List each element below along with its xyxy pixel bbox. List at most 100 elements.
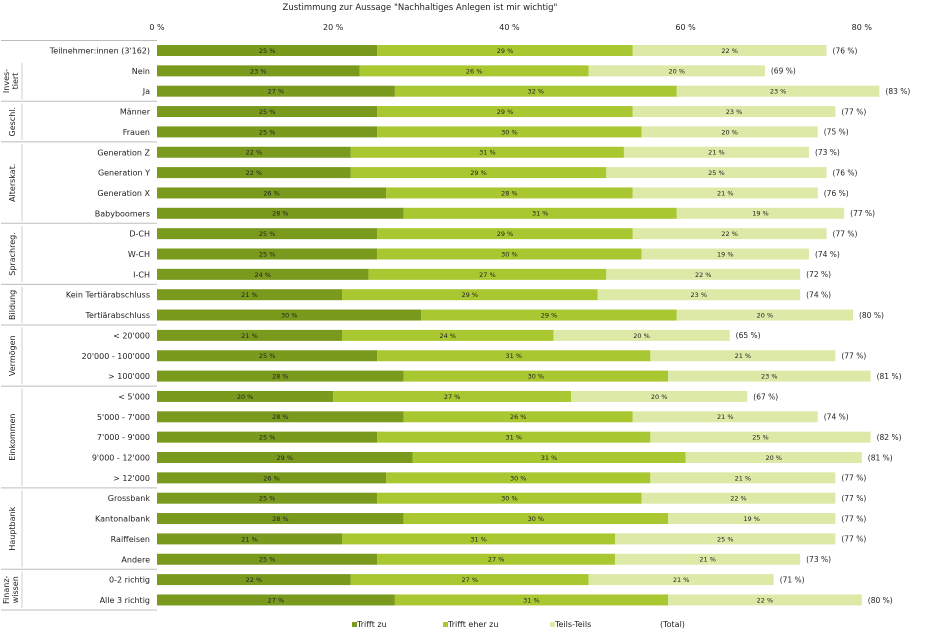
data-label: 25 % (259, 352, 276, 360)
total-label: (76 %) (833, 168, 858, 177)
data-label: 29 % (541, 311, 558, 319)
bar-segment (632, 106, 836, 118)
data-label: 22 % (757, 596, 774, 604)
data-label: 21 % (241, 291, 258, 299)
bar-segment (342, 289, 598, 301)
data-label: 19 % (743, 515, 760, 523)
bar-segment (632, 411, 818, 423)
bar-segment (615, 533, 836, 545)
data-label: 26 % (466, 67, 483, 75)
data-label: 20 % (765, 454, 782, 462)
bar-segment (157, 329, 343, 341)
bar-segment (333, 390, 572, 402)
bar-segment (157, 248, 378, 260)
total-label: (82 %) (877, 433, 902, 442)
bar-segment (412, 452, 686, 463)
data-label: 31 % (532, 210, 549, 218)
bar-segment (342, 533, 616, 545)
bar-segment (342, 329, 554, 341)
bar-segment (403, 411, 633, 423)
bar-segment (157, 187, 387, 199)
category-label: Generation Y (98, 169, 150, 178)
category-label: Kantonalbank (95, 515, 150, 524)
total-label: (67 %) (753, 392, 778, 401)
group-label: Hauptbank (8, 506, 17, 550)
bar-segment (157, 268, 369, 280)
category-label: W-CH (128, 250, 150, 259)
bar-segment (157, 390, 334, 402)
data-label: 29 % (470, 169, 487, 177)
category-label: Raiffeisen (111, 535, 150, 544)
data-label: 30 % (501, 128, 518, 136)
bar-segment (157, 228, 378, 240)
data-label: 25 % (259, 108, 276, 116)
bar-segment (157, 533, 343, 545)
bar-segment (157, 207, 404, 219)
bar-segment (641, 248, 809, 260)
total-label: (77 %) (833, 229, 858, 238)
bar-segment (157, 492, 378, 504)
category-label: Nein (132, 67, 150, 76)
data-label: 31 % (541, 454, 558, 462)
bar-segment (676, 207, 845, 219)
data-label: 21 % (735, 352, 752, 360)
data-label: 27 % (268, 596, 285, 604)
category-label: Ja (142, 87, 150, 96)
category-label: Kein Tertiärabschluss (66, 291, 150, 300)
legend-swatch (352, 622, 357, 627)
data-label: 28 % (272, 210, 289, 218)
x-tick-label: 80 % (852, 23, 873, 32)
group-label: Sprachreg. (8, 232, 17, 275)
bar-segment (650, 350, 836, 362)
bar-segment (157, 106, 378, 118)
data-label: 27 % (488, 556, 505, 564)
bar-segment (403, 370, 668, 382)
data-label: 27 % (461, 576, 478, 584)
data-label: 25 % (752, 434, 769, 442)
legend-swatch (443, 622, 448, 627)
data-label: 28 % (272, 515, 289, 523)
total-label: (75 %) (824, 128, 849, 137)
bar-segment (157, 146, 351, 158)
data-label: 27 % (444, 393, 461, 401)
x-axis-ticks: 0 % 20 % 40 % 60 % 80 % (149, 23, 872, 32)
category-label: Andere (121, 555, 150, 564)
bar-segment (157, 411, 404, 423)
data-label: 30 % (510, 474, 527, 482)
data-label: 29 % (497, 47, 514, 55)
category-label: 9'000 - 12'000 (92, 454, 150, 463)
bar-segment (403, 207, 677, 219)
data-label: 28 % (501, 189, 518, 197)
bar-segment (667, 594, 862, 606)
category-panel: Teilnehmer:innen (3'162) Nein Ja Männer Frau… (1, 40, 157, 611)
bar-segment (667, 513, 836, 525)
data-label: 28 % (272, 373, 289, 381)
data-label: 22 % (246, 576, 263, 584)
bar-segment (157, 65, 360, 77)
x-tick-label: 40 % (499, 23, 520, 32)
bar-segment (377, 126, 642, 138)
total-label: (76 %) (833, 46, 858, 55)
x-tick-label: 0 % (149, 23, 165, 32)
category-label: Generation Z (97, 148, 150, 157)
bar-segment (676, 309, 853, 321)
data-label: 20 % (633, 332, 650, 340)
data-label: 29 % (497, 230, 514, 238)
total-label: (77 %) (841, 352, 866, 361)
data-label: 21 % (241, 535, 258, 543)
data-label: 20 % (669, 67, 686, 75)
data-label: 20 % (757, 311, 774, 319)
group-label: Vermögen (8, 335, 17, 376)
data-label: 22 % (721, 230, 738, 238)
category-label: Frauen (123, 128, 150, 137)
data-label: 21 % (673, 576, 690, 584)
data-label: 26 % (263, 474, 280, 482)
bar-segment (606, 167, 827, 179)
group-label: Einkommen (8, 414, 17, 461)
data-label: 22 % (246, 169, 263, 177)
total-label: (77 %) (841, 494, 866, 503)
total-label: (69 %) (771, 67, 796, 76)
bar-area: 25 % 29 % 22 % (76 %) 23 % 26 % 20 % (69 %) 27 %… (157, 45, 910, 606)
data-label: 21 % (708, 149, 725, 157)
